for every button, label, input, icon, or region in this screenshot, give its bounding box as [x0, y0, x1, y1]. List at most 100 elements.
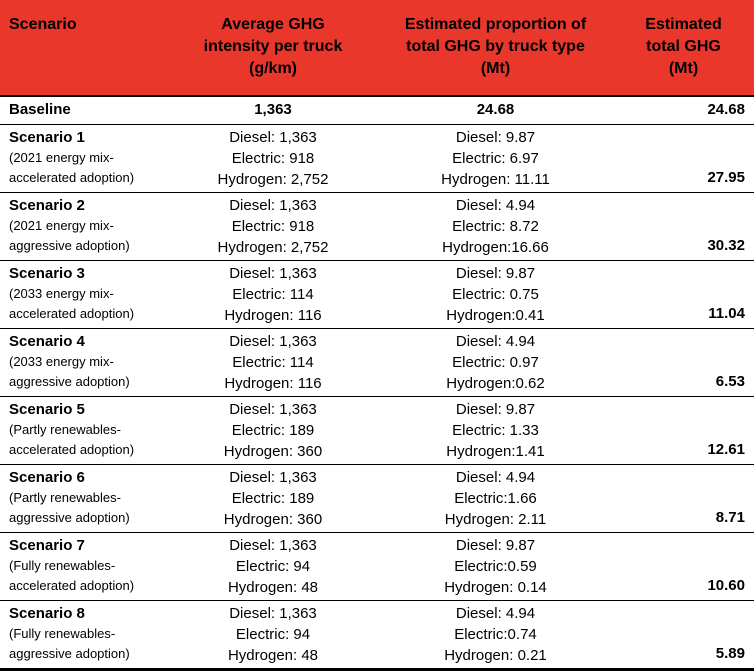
table-row-scenario-4: Scenario 4 (2033 energy mix- aggressive …	[0, 329, 754, 397]
table-row-scenario-3: Scenario 3 (2033 energy mix- accelerated…	[0, 261, 754, 329]
proportion-line: Electric:0.74	[454, 626, 537, 643]
intensity-line: Hydrogen: 360	[223, 443, 323, 460]
header-scenario: Scenario	[9, 16, 77, 33]
scenario-subtitle: aggressive adoption)	[9, 646, 130, 661]
scenario-cell: Scenario 2 (2021 energy mix- aggressive …	[0, 195, 168, 258]
proportion-line: Diesel: 4.94	[455, 469, 536, 486]
proportion-cell: Diesel: 4.94 Electric:0.74 Hydrogen: 0.2…	[378, 603, 613, 666]
proportion-line: Electric: 1.33	[452, 422, 539, 439]
intensity-cell: Diesel: 1,363 Electric: 114 Hydrogen: 11…	[168, 331, 378, 394]
proportion-line: Hydrogen:1.41	[446, 443, 545, 460]
header-proportion-by-truck-type: Estimated proportion of total GHG by tru…	[378, 14, 613, 80]
proportion-line: Hydrogen:0.41	[446, 307, 545, 324]
scenario-cell: Scenario 8 (Fully renewables- aggressive…	[0, 603, 168, 666]
intensity-line: Electric: 94	[235, 558, 311, 575]
scenario-subtitle: (2033 energy mix-	[9, 286, 114, 301]
proportion-line: Electric: 6.97	[452, 150, 539, 167]
intensity-line: Diesel: 1,363	[229, 129, 317, 146]
proportion-line: Hydrogen: 0.14	[444, 579, 547, 596]
proportion-line: Electric:0.59	[454, 558, 537, 575]
intensity-line: Hydrogen: 116	[224, 375, 322, 392]
proportion-line: Electric: 0.75	[452, 286, 539, 303]
total-ghg-value: 10.60	[707, 577, 745, 594]
intensity-line: Hydrogen: 48	[227, 647, 319, 664]
header-line: (g/km)	[249, 60, 297, 77]
scenario-subtitle: accelerated adoption)	[9, 578, 135, 593]
header-line: Estimated proportion of	[404, 16, 587, 33]
intensity-line: Electric: 189	[231, 490, 315, 507]
scenario-cell: Scenario 7 (Fully renewables- accelerate…	[0, 535, 168, 598]
total-ghg-value: 30.32	[707, 237, 745, 254]
scenario-cell: Scenario 5 (Partly renewables- accelerat…	[0, 399, 168, 462]
scenario-subtitle: aggressive adoption)	[9, 510, 130, 525]
total-ghg-value: 12.61	[707, 441, 745, 458]
scenario-name: Scenario 3	[9, 265, 85, 282]
header-line: total GHG	[646, 38, 721, 55]
total-ghg-value: 5.89	[715, 645, 745, 662]
intensity-line: Electric: 94	[235, 626, 311, 643]
intensity-line: Diesel: 1,363	[229, 401, 317, 418]
scenario-cell: Scenario 1 (2021 energy mix- accelerated…	[0, 127, 168, 190]
scenario-subtitle: (2021 energy mix-	[9, 218, 114, 233]
intensity-line: Hydrogen: 2,752	[217, 239, 329, 256]
scenario-cell: Scenario 3 (2033 energy mix- accelerated…	[0, 263, 168, 326]
scenario-name: Scenario 4	[9, 333, 85, 350]
scenario-subtitle: accelerated adoption)	[9, 306, 135, 321]
proportion-cell: Diesel: 9.87 Electric: 0.75 Hydrogen:0.4…	[378, 263, 613, 326]
scenario-name: Scenario 1	[9, 129, 85, 146]
total-ghg-value: 11.04	[708, 305, 745, 322]
header-line: Estimated	[645, 16, 722, 33]
intensity-cell: Diesel: 1,363 Electric: 918 Hydrogen: 2,…	[168, 195, 378, 258]
header-line: (Mt)	[480, 60, 511, 77]
scenario-subtitle: (Partly renewables-	[9, 422, 121, 437]
intensity-line: Electric: 114	[232, 354, 314, 371]
proportion-line: Electric:1.66	[454, 490, 537, 507]
proportion-line: Hydrogen:16.66	[442, 239, 549, 256]
intensity-line: Hydrogen: 48	[227, 579, 319, 596]
header-line: total GHG by truck type	[406, 38, 585, 55]
intensity-line: Electric: 918	[231, 218, 315, 235]
intensity-cell: Diesel: 1,363 Electric: 189 Hydrogen: 36…	[168, 467, 378, 530]
intensity-line: Diesel: 1,363	[229, 469, 317, 486]
scenario-name: Baseline	[9, 101, 71, 118]
intensity-line: Electric: 189	[231, 422, 315, 439]
scenario-subtitle: (Partly renewables-	[9, 490, 121, 505]
intensity-line: Diesel: 1,363	[229, 605, 317, 622]
proportion-line: Hydrogen:0.62	[446, 375, 545, 392]
total-ghg-value: 27.95	[707, 169, 745, 186]
intensity-cell: 1,363	[168, 99, 378, 122]
proportion-line: Diesel: 4.94	[455, 197, 536, 214]
scenario-subtitle: aggressive adoption)	[9, 374, 130, 389]
proportion-line: Electric: 0.97	[452, 354, 539, 371]
total-ghg-value: 6.53	[715, 373, 745, 390]
proportion-line: Diesel: 9.87	[455, 129, 536, 146]
intensity-cell: Diesel: 1,363 Electric: 94 Hydrogen: 48	[168, 535, 378, 598]
scenario-subtitle: (Fully renewables-	[9, 626, 116, 641]
proportion-line: Diesel: 4.94	[455, 605, 536, 622]
proportion-cell: Diesel: 9.87 Electric:0.59 Hydrogen: 0.1…	[378, 535, 613, 598]
proportion-line: Diesel: 4.94	[455, 333, 536, 350]
proportion-cell: Diesel: 9.87 Electric: 1.33 Hydrogen:1.4…	[378, 399, 613, 462]
table-row-scenario-8: Scenario 8 (Fully renewables- aggressive…	[0, 601, 754, 668]
intensity-line: Diesel: 1,363	[229, 265, 317, 282]
proportion-cell: Diesel: 9.87 Electric: 6.97 Hydrogen: 11…	[378, 127, 613, 190]
intensity-value: 1,363	[254, 101, 292, 118]
scenario-cell: Baseline	[0, 99, 168, 122]
proportion-line: Hydrogen: 2.11	[444, 511, 547, 528]
header-line: (Mt)	[668, 60, 699, 77]
scenario-name: Scenario 7	[9, 537, 85, 554]
proportion-line: Hydrogen: 11.11	[441, 171, 550, 188]
scenario-cell: Scenario 4 (2033 energy mix- aggressive …	[0, 331, 168, 394]
header-estimated-total-ghg: Estimated total GHG (Mt)	[613, 14, 754, 80]
intensity-line: Diesel: 1,363	[229, 333, 317, 350]
intensity-cell: Diesel: 1,363 Electric: 189 Hydrogen: 36…	[168, 399, 378, 462]
scenario-subtitle: (Fully renewables-	[9, 558, 116, 573]
proportion-cell: Diesel: 4.94 Electric: 0.97 Hydrogen:0.6…	[378, 331, 613, 394]
scenario-subtitle: (2021 energy mix-	[9, 150, 114, 165]
table-row-scenario-2: Scenario 2 (2021 energy mix- aggressive …	[0, 193, 754, 261]
scenario-name: Scenario 8	[9, 605, 85, 622]
intensity-line: Electric: 918	[231, 150, 315, 167]
proportion-value: 24.68	[476, 101, 515, 118]
